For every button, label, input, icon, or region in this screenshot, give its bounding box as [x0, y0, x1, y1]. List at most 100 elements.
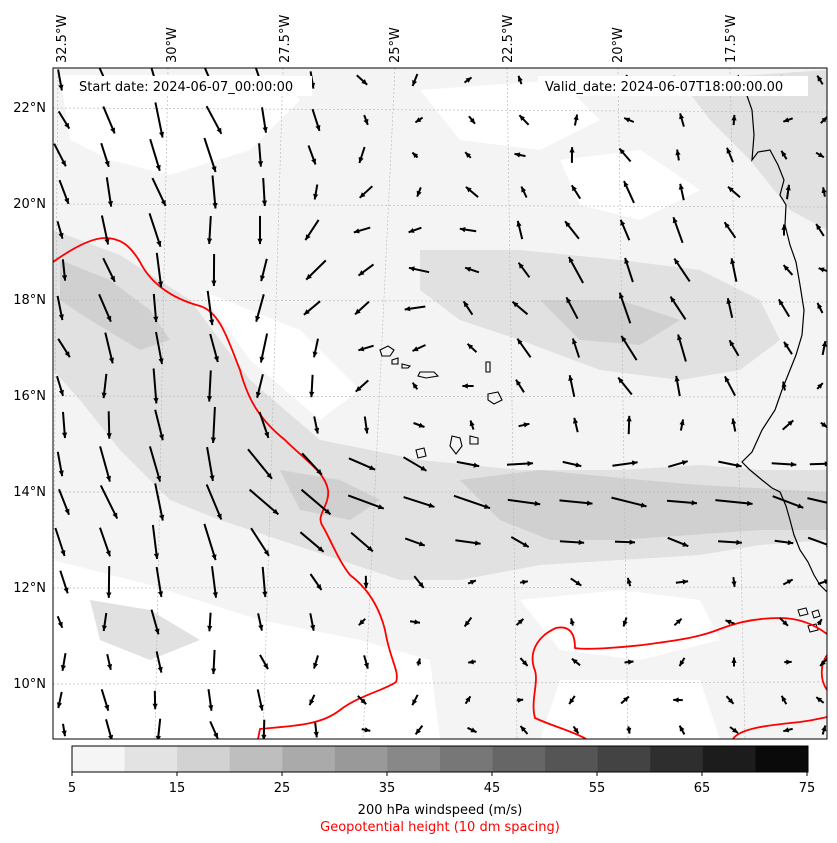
- wind-arrow-head: [731, 657, 737, 663]
- wind-arrow-head: [817, 75, 823, 82]
- wind-arrow-shaft: [206, 446, 214, 482]
- wind-arrow-head: [677, 334, 683, 341]
- wind-arrow-head: [470, 727, 477, 733]
- wind-arrow-head: [797, 503, 804, 509]
- wind-arrow-head: [404, 306, 411, 312]
- wind-arrow-shaft: [807, 536, 827, 546]
- wind-arrow-head: [412, 346, 419, 352]
- geopotential-height-contours: [53, 237, 827, 739]
- wind-arrow-shaft: [206, 290, 214, 326]
- wind-arrow-head: [153, 397, 159, 404]
- lon-label: 25°W: [388, 27, 403, 63]
- wind-arrow-head: [260, 275, 265, 282]
- wind-arrow-head: [64, 508, 70, 515]
- wind-arrow-head: [575, 462, 582, 468]
- wind-arrow-head: [104, 704, 110, 711]
- wind-arrow-head: [517, 338, 523, 345]
- colorbar-swatch: [702, 746, 756, 772]
- colorbar-swatch: [440, 746, 494, 772]
- wind-arrow-head: [565, 221, 571, 228]
- wind-arrow-head: [573, 114, 579, 121]
- wind-arrow-head: [261, 200, 268, 206]
- wind-arrow-head: [629, 539, 635, 545]
- wind-arrow-head: [324, 508, 331, 515]
- wind-arrow-head: [61, 730, 67, 737]
- wind-arrow-head: [64, 197, 70, 204]
- wind-arrow-head: [367, 545, 373, 552]
- wind-arrow-head: [108, 357, 114, 364]
- wind-arrow-head: [728, 186, 734, 193]
- wind-arrow-head: [459, 227, 466, 233]
- wind-arrow-head: [624, 257, 630, 264]
- wind-arrow-head: [622, 620, 628, 627]
- wind-arrow-head: [416, 658, 422, 665]
- wind-arrow-shaft: [99, 484, 119, 520]
- wind-arrow-head: [730, 258, 736, 265]
- wind-arrow-shaft: [247, 448, 273, 480]
- colorbar-tick-label: 5: [68, 781, 76, 796]
- wind-arrow-head: [262, 127, 268, 133]
- wind-arrow-head: [781, 224, 787, 230]
- wind-arrow-head: [675, 149, 681, 156]
- wind-arrow-head: [787, 420, 794, 426]
- wind-arrow-head: [313, 731, 319, 738]
- colorbar-tick-label: 65: [694, 781, 711, 796]
- wind-arrow-head: [418, 582, 424, 588]
- wind-arrow-head: [58, 232, 64, 239]
- wind-arrow-head: [415, 117, 422, 123]
- wind-arrow-head: [369, 465, 376, 470]
- colorbar-swatch: [650, 746, 704, 772]
- wind-arrow-head: [157, 281, 164, 288]
- wind-arrow-shaft: [211, 175, 217, 209]
- wind-arrow-head: [778, 299, 784, 306]
- wind-arrow-head: [358, 270, 365, 276]
- wind-arrow-head: [732, 727, 738, 733]
- wind-arrow-head: [679, 725, 685, 732]
- wind-arrow-shaft: [347, 494, 385, 510]
- wind-arrow-head: [681, 460, 688, 466]
- wind-arrow-head: [726, 298, 732, 304]
- wind-arrow-shaft: [151, 524, 159, 560]
- wind-arrow-head: [408, 228, 415, 233]
- wind-arrow-head: [573, 417, 579, 424]
- wind-arrow-head: [566, 297, 572, 304]
- wind-arrow-head: [358, 157, 364, 163]
- wind-arrow-head: [785, 184, 791, 191]
- wind-arrow-shaft: [453, 494, 491, 510]
- wind-arrow-head: [355, 308, 361, 315]
- wind-arrow-shaft: [507, 498, 541, 506]
- wind-arrow-head: [363, 118, 369, 125]
- wind-arrow-shaft: [155, 252, 163, 288]
- wind-arrow-head: [782, 620, 788, 626]
- wind-arrow-head: [821, 341, 827, 347]
- wind-arrow-head: [263, 549, 269, 556]
- wind-arrow-head: [724, 222, 730, 229]
- wind-arrow-head: [672, 217, 678, 224]
- wind-arrow-head: [568, 257, 574, 263]
- wind-arrow-head: [110, 127, 115, 134]
- wind-arrow-head: [272, 508, 279, 515]
- wind-arrow-head: [463, 301, 469, 308]
- wind-arrow-head: [64, 351, 70, 358]
- wind-arrow-head: [104, 160, 110, 167]
- wind-arrow-head: [640, 502, 647, 508]
- wind-arrow-head: [213, 732, 218, 739]
- wind-arrow-head: [731, 418, 737, 425]
- wind-arrow-head: [159, 514, 165, 521]
- wind-arrow-head: [106, 592, 112, 598]
- wind-arrow-head: [257, 238, 263, 245]
- wind-arrow-head: [516, 379, 522, 386]
- wind-arrow-head: [724, 376, 730, 383]
- wind-arrow-head: [673, 697, 679, 703]
- wind-arrow-head: [309, 699, 315, 706]
- colorbar-swatch: [282, 746, 336, 772]
- wind-arrow-head: [361, 79, 368, 85]
- wind-arrow-head: [315, 125, 321, 131]
- wind-arrow-shaft: [250, 527, 270, 557]
- wind-arrow-head: [521, 186, 527, 193]
- wind-arrow-head: [303, 309, 310, 315]
- colorbar-tick-label: 45: [484, 781, 501, 796]
- colorbar-swatch: [387, 746, 441, 772]
- wind-arrow-head: [160, 199, 166, 206]
- wind-arrow-head: [816, 224, 822, 230]
